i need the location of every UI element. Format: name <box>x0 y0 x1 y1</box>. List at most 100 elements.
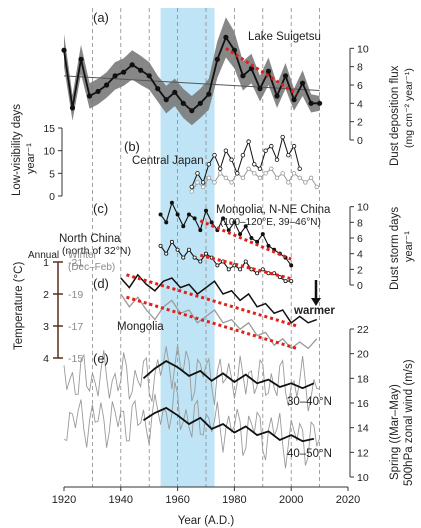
panel-a-series-point <box>214 56 220 62</box>
panel-c-series-mongolia-point <box>164 251 169 256</box>
panel-d-winter-tick-label: -19 <box>68 289 83 301</box>
x-axis-tick-label: 1920 <box>52 494 76 506</box>
panel-a-red-trend <box>225 47 298 96</box>
panel-c-series-mongolia-point <box>289 279 294 284</box>
panel-a-series-point <box>282 73 289 79</box>
right-axis-a-label: Dust deposition flux <box>389 65 401 166</box>
panel-e-raw-series-1 <box>63 344 320 412</box>
panel-d-annual-tick-label: 2 <box>43 289 49 301</box>
panel-c-series-north-china-point <box>181 224 186 229</box>
panel-a-axis-tick-label: 6 <box>357 80 363 92</box>
panel-d-label: (d) <box>93 276 109 291</box>
central-japan-title: Central Japan <box>132 155 204 167</box>
warmer-label: warmer <box>293 305 335 317</box>
panel-b-axis-tick-label: 0 <box>49 191 55 203</box>
panel-b-label: (b) <box>124 139 140 154</box>
panel-d-annual-tick-label: 4 <box>43 353 49 365</box>
panel-d-series-winter <box>120 293 318 350</box>
panel-c-axis-tick-label: 10 <box>357 202 369 214</box>
panel-d <box>120 273 318 350</box>
panel-a-series-point <box>189 108 195 114</box>
panel-a-series-point <box>86 93 93 99</box>
x-axis-tick-label: 2020 <box>336 494 360 506</box>
right-axis-c-label: Dust storm days <box>389 207 401 290</box>
panel-a-series-point <box>112 73 118 79</box>
panel-b-series-gray-point <box>240 175 246 181</box>
lake-suigetsu-title: Lake Suigetsu <box>248 31 321 43</box>
panel-b-series-dark-point <box>217 166 223 171</box>
panel-b-series-gray-point <box>286 180 291 185</box>
panel-a-series-point <box>257 86 263 92</box>
panel-a-series-point <box>231 47 237 53</box>
panel-c-axis-tick-label: 8 <box>357 217 363 229</box>
panel-b-series-gray-point <box>223 175 229 181</box>
panel-c-series-north-china-point <box>255 239 260 244</box>
panel-e-axis-tick-label: 14 <box>357 423 369 435</box>
panel-c-series-mongolia-point <box>175 247 180 252</box>
panel-d-winter-tick-label: -21 <box>68 257 83 269</box>
panel-c-series-north-china-point <box>289 263 294 268</box>
x-axis-tick-label: 1940 <box>109 494 133 506</box>
left-axis-b-unit: year⁻¹ <box>25 143 37 174</box>
panel-c-series-north-china-point <box>221 216 226 221</box>
panel-b-series-gray-point <box>229 180 234 185</box>
panel-a-series-point <box>163 97 169 103</box>
panel-b <box>189 134 319 194</box>
panel-a-series-point <box>172 89 178 95</box>
panel-c-series-mongolia-point <box>266 271 271 276</box>
panel-c-red-trend-1 <box>199 219 292 261</box>
panel-e <box>63 344 321 469</box>
panel-c-series-mongolia-point <box>243 259 248 264</box>
left-axis-b-label: Low-visibility days <box>11 104 23 196</box>
panel-c-series-mongolia-point <box>283 279 288 284</box>
right-axis-e-label: Spring ((Mar–May) <box>389 384 401 480</box>
panel-c-axis-tick-label: 0 <box>357 280 363 292</box>
panel-a-series-point <box>274 93 280 99</box>
panel-c-series-mongolia-point <box>181 255 186 260</box>
panel-c-series-north-china-point <box>266 243 271 248</box>
panel-a-series-point <box>104 82 110 88</box>
panel-e-axis-tick-label: 12 <box>357 447 369 459</box>
panel-b-series-dark-point <box>195 171 200 176</box>
panel-c-series-north-china-point <box>198 228 203 233</box>
panel-b-series-gray-point <box>246 166 251 171</box>
panel-e-axis-tick-label: 20 <box>357 349 369 361</box>
panel-b-series-gray-point <box>206 175 212 181</box>
panel-b-series-gray-point <box>195 180 200 185</box>
panel-d-annual-tick-label: 1 <box>43 257 49 269</box>
panel-b-series-dark-point <box>269 143 274 149</box>
panel-b-series-gray-point <box>252 171 257 176</box>
panel-a-series-point <box>197 100 203 106</box>
panel-a-axis-tick-label: 2 <box>357 117 363 129</box>
panel-b-series-gray-point <box>189 189 194 194</box>
panel-a-axis-tick-label: 8 <box>357 62 363 74</box>
panel-a-series-point <box>316 100 323 106</box>
panel-c-axis-tick-label: 6 <box>357 233 363 245</box>
panel-b-series-gray-point <box>263 171 268 176</box>
panel-c-series-mongolia-point <box>158 243 163 248</box>
panel-b-series-dark-point <box>297 166 302 171</box>
panel-e-smoothed-series-1 <box>142 360 315 390</box>
panel-a-series-point <box>138 67 144 73</box>
panel-b-series-gray-point <box>217 171 223 176</box>
panel-d-winter-tick-label: -15 <box>68 353 83 365</box>
warmer-arrow-head <box>311 298 321 306</box>
panel-b-series-dark-point <box>252 162 257 167</box>
panel-a-series-point <box>291 97 297 103</box>
north-china-subtitle: (north of 32°N) <box>62 245 131 257</box>
panel-a-series-point <box>61 47 67 53</box>
panel-c-series-mongolia-point <box>255 271 260 276</box>
panel-c-series-mongolia-point <box>260 267 265 272</box>
panel-b-series-gray-point <box>314 184 319 190</box>
panel-a-series-point <box>223 34 229 40</box>
panel-a <box>61 17 323 126</box>
panel-a-series-point <box>180 100 186 106</box>
panel-c-series-mongolia-point <box>238 267 243 272</box>
north-china-title: North China <box>59 233 121 245</box>
panel-c-series-north-china-point <box>186 212 191 217</box>
panel-b-series-gray-point <box>297 175 302 181</box>
panel-a-series-point <box>69 105 76 111</box>
panel-c-series-mongolia-point <box>186 247 191 252</box>
axes: 0 2 4 6 8 10 0 5 10 15 0 2 4 6 8 10 1 -21 2 -19 3 -17 4 -15 10 12… <box>43 43 369 506</box>
panel-c-series-mongolia-point <box>226 267 231 272</box>
